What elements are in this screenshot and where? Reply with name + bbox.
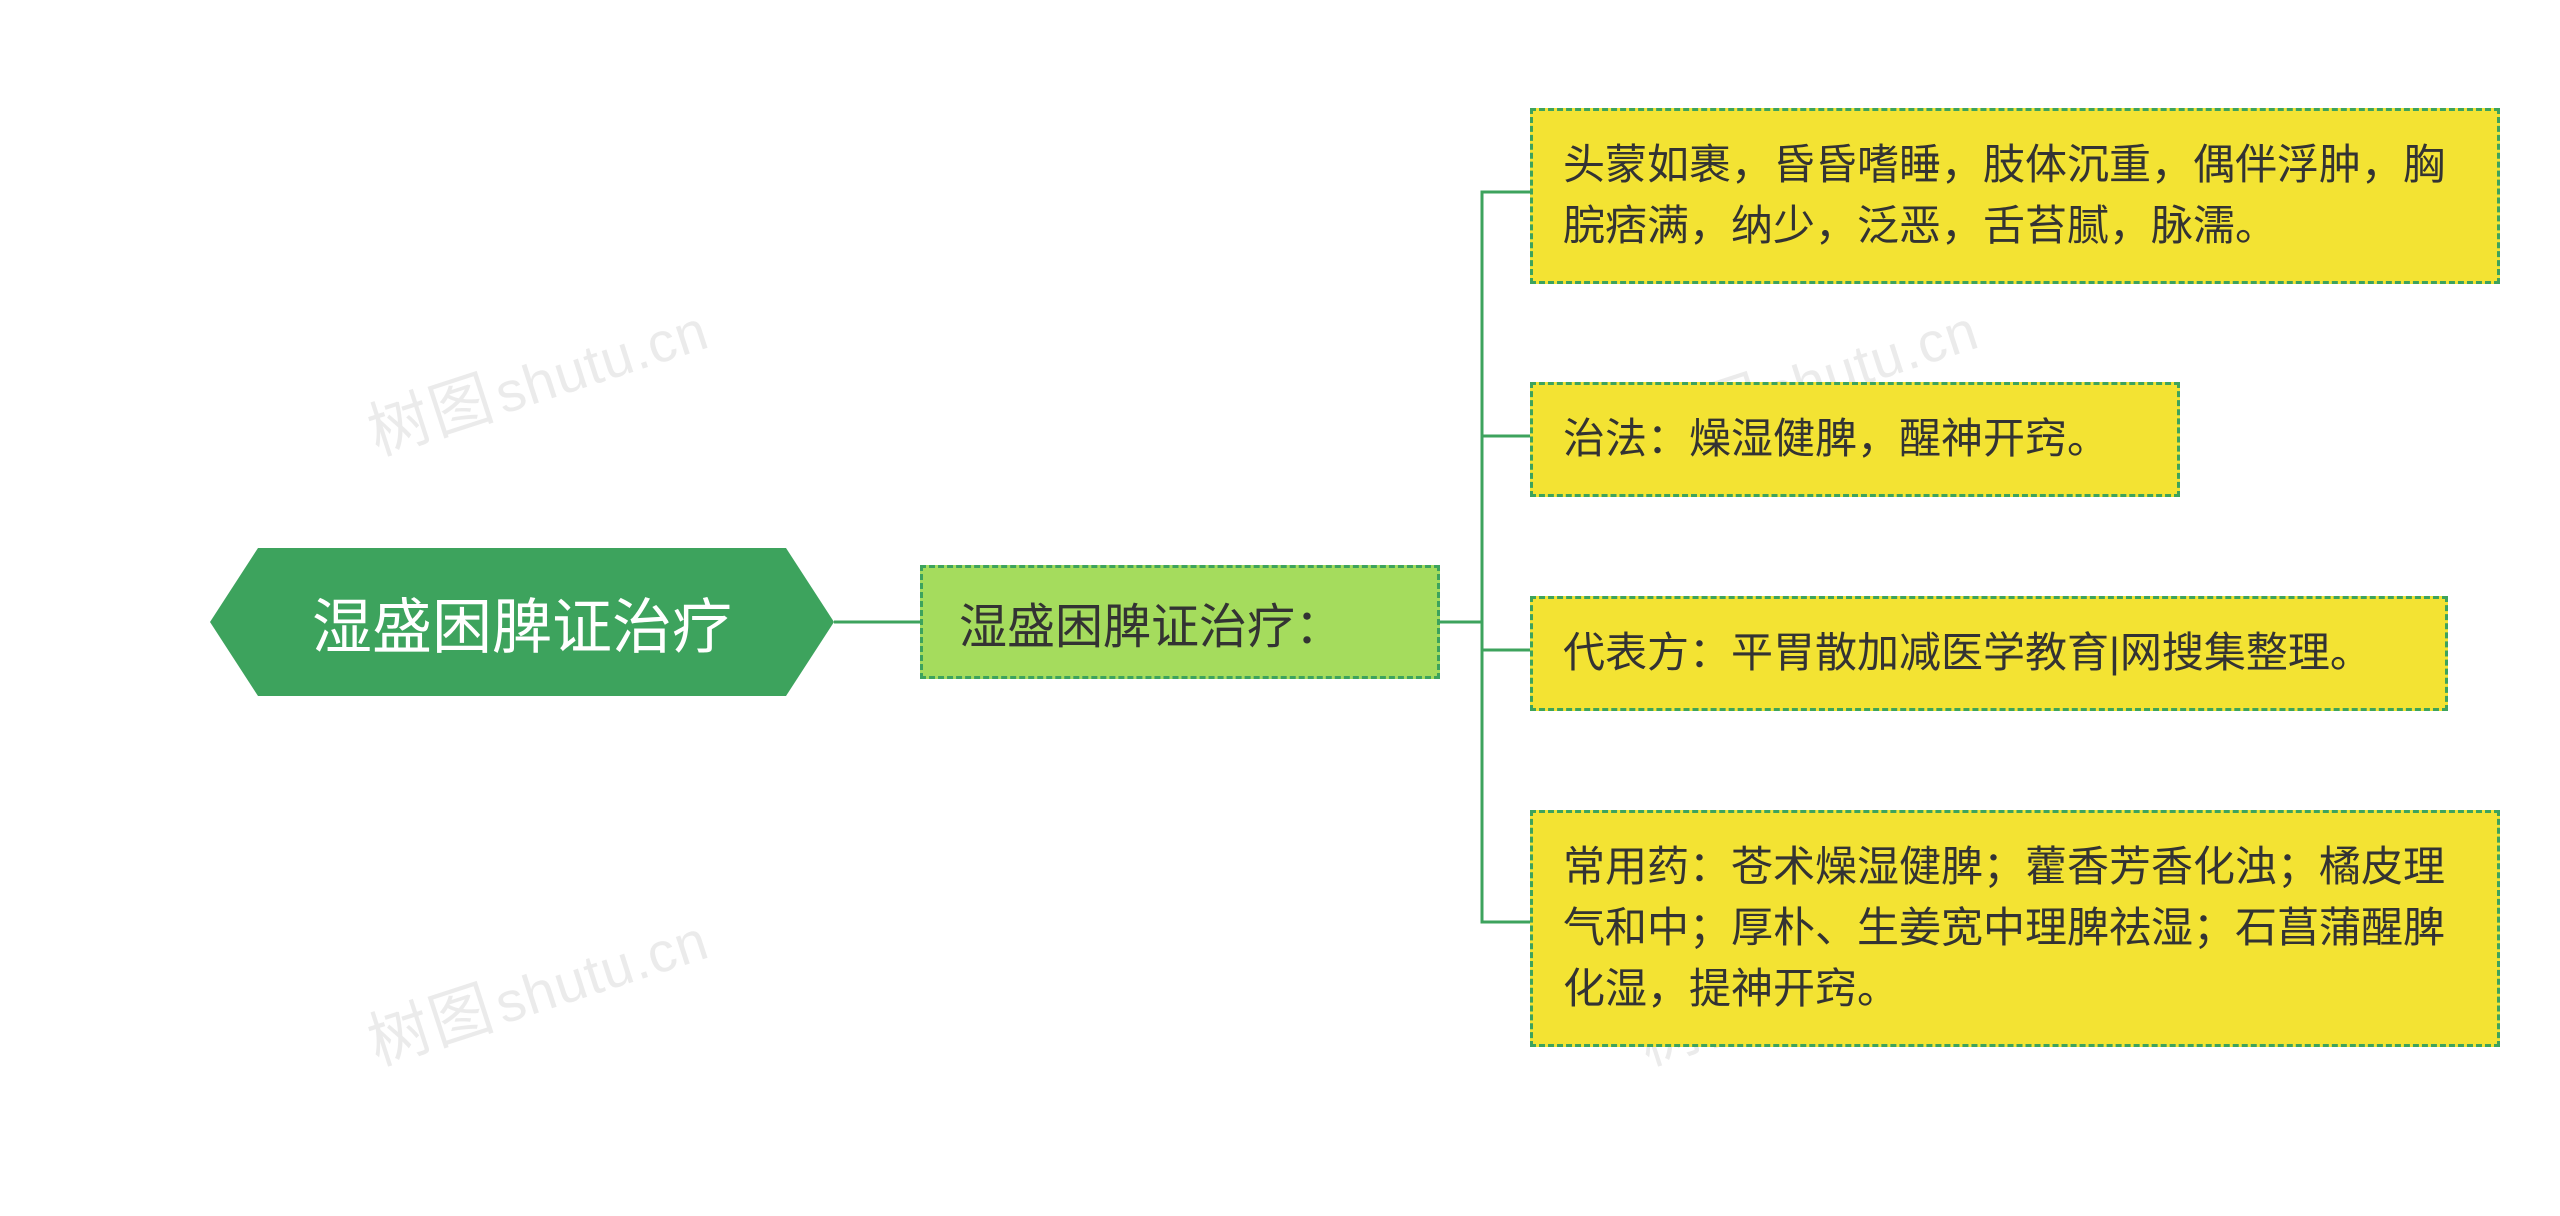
leaf-node-4[interactable]: 常用药：苍术燥湿健脾；藿香芳香化浊；橘皮理气和中；厚朴、生姜宽中理脾祛湿；石菖蒲… [1530,810,2500,1047]
watermark: 树图 shutu.cn [355,888,718,1082]
leaf-node-3[interactable]: 代表方：平胃散加减医学教育|网搜集整理。 [1530,596,2448,711]
mid-node[interactable]: 湿盛困脾证治疗： [920,565,1440,679]
leaf-node-2[interactable]: 治法：燥湿健脾，醒神开窍。 [1530,382,2180,497]
link-mid-leaf3 [1440,622,1530,650]
watermark-cn: 树图 [360,973,503,1078]
leaf-label: 常用药：苍术燥湿健脾；藿香芳香化浊；橘皮理气和中；厚朴、生姜宽中理脾祛湿；石菖蒲… [1563,843,2445,1012]
root-node[interactable]: 湿盛困脾证治疗 [210,548,834,696]
mid-label: 湿盛困脾证治疗： [959,587,1343,657]
root-label: 湿盛困脾证治疗 [312,579,732,666]
watermark-en: shutu.cn [487,908,715,1036]
leaf-label: 代表方：平胃散加减医学教育|网搜集整理。 [1563,629,2372,676]
leaf-label: 头蒙如裹，昏昏嗜睡，肢体沉重，偶伴浮肿，胸脘痞满，纳少，泛恶，舌苔腻，脉濡。 [1563,141,2445,249]
leaf-label: 治法：燥湿健脾，醒神开窍。 [1563,415,2109,462]
leaf-node-1[interactable]: 头蒙如裹，昏昏嗜睡，肢体沉重，偶伴浮肿，胸脘痞满，纳少，泛恶，舌苔腻，脉濡。 [1530,108,2500,284]
link-mid-leaf4 [1440,622,1530,922]
link-mid-leaf2 [1440,436,1530,622]
mindmap-canvas: 树图 shutu.cn 树图 shutu.cn 树图 shutu.cn 树图 s… [0,0,2560,1216]
link-mid-leaf1 [1440,192,1530,622]
watermark-en: shutu.cn [487,298,715,426]
watermark-cn: 树图 [360,363,503,468]
watermark: 树图 shutu.cn [355,278,718,472]
